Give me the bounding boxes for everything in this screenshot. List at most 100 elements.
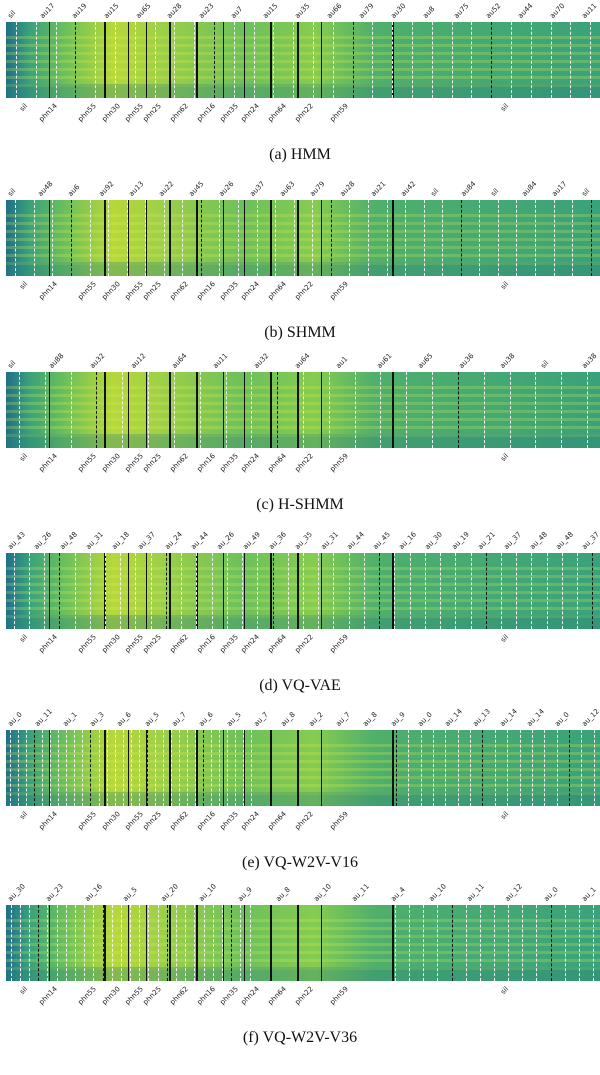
phone-label: sil [499, 985, 511, 996]
unit-boundary [432, 730, 434, 806]
unit-boundary [182, 200, 184, 276]
spectrogram-band [6, 254, 600, 257]
phone-boundary [320, 553, 323, 629]
unit-boundary [256, 200, 258, 276]
phone-boundary [169, 905, 171, 981]
unit-label: au70 [548, 1, 567, 20]
unit-boundary [120, 905, 122, 981]
phone-label: phn64 [266, 985, 288, 1007]
phone-label: phn64 [266, 280, 288, 302]
phone-boundary [270, 905, 272, 981]
unit-boundary [330, 200, 332, 276]
phone-boundary [243, 553, 246, 629]
phone-boundary [297, 905, 299, 981]
unit-boundary [96, 372, 98, 448]
phone-boundary [222, 730, 225, 806]
spectrogram-band [6, 76, 600, 79]
unit-boundary [273, 22, 275, 98]
unit-boundary [479, 200, 481, 276]
phone-label: sil [18, 280, 30, 291]
phone-label: phn16 [195, 452, 217, 474]
unit-boundary [33, 200, 35, 276]
phone-label: phn16 [195, 102, 217, 124]
panel-2: sil au88 au32 au12 au64 au11 au32 au64 au1 au61 au… [0, 352, 600, 542]
phone-label: phn59 [328, 452, 351, 474]
phone-label: phn25 [141, 280, 164, 302]
phone-boundary [127, 553, 130, 629]
spectrogram-bottom [6, 792, 600, 806]
unit-boundary [47, 905, 49, 981]
panel-1: sil au48 au6 au92 au13 au22 au45 au26 au37 au63 au… [0, 180, 600, 370]
spectrogram-band [6, 60, 600, 63]
phone-label: phn55 [76, 810, 98, 832]
unit-boundary [225, 372, 227, 448]
spectrogram-band [6, 927, 600, 930]
phone-label: phn14 [37, 452, 60, 474]
unit-boundary [55, 22, 57, 98]
phone-label: sil [18, 452, 30, 463]
unit-boundary [530, 22, 532, 98]
unit-boundary [432, 372, 434, 448]
unit-label: au65 [133, 1, 153, 20]
phone-boundary [145, 200, 148, 276]
phone-label: phn59 [328, 102, 351, 124]
unit-boundary [93, 905, 95, 981]
caption-1: (b) SHMM [264, 324, 336, 341]
unit-boundary [392, 22, 394, 98]
caption-5: (f) VQ-W2V-V36 [242, 1029, 358, 1046]
phone-label: phn24 [239, 452, 262, 474]
phone-label: phn22 [293, 102, 315, 124]
unit-boundary [90, 730, 92, 806]
phone-label: phn35 [218, 452, 241, 474]
unit-boundary [89, 553, 91, 629]
unit-boundary [154, 22, 156, 98]
unit-boundary [564, 905, 566, 981]
spectrogram-band [6, 44, 600, 47]
unit-label: au15 [261, 1, 280, 20]
phone-label: phn59 [328, 280, 351, 302]
phone-label: phn24 [239, 633, 262, 655]
unit-boundary [130, 905, 132, 981]
phone-label: phn35 [218, 985, 241, 1007]
phone-label: phn59 [328, 985, 351, 1007]
panel-4: au_0 au_11 au_1 au_3 au_6 au_5 au_7 au_6 au_5 au_… [0, 707, 600, 900]
unit-boundary [451, 905, 453, 981]
unit-boundary [74, 905, 76, 981]
unit-boundary [535, 372, 537, 448]
unit-boundary [181, 553, 183, 629]
phone-label: phn22 [293, 280, 315, 302]
phone-boundary [222, 200, 225, 276]
spectrogram-band [6, 776, 600, 779]
unit-label: au28 [165, 1, 184, 20]
unit-boundary [150, 553, 152, 629]
spectrogram-band [6, 792, 600, 795]
unit-label: sil [6, 9, 18, 20]
unit-boundary [455, 553, 457, 629]
unit-boundary [50, 730, 52, 806]
phone-label: sil [499, 452, 511, 463]
phone-boundary [48, 200, 51, 276]
phone-boundary [48, 553, 51, 629]
unit-boundary [380, 372, 382, 448]
unit-boundary [219, 200, 221, 276]
unit-boundary [394, 553, 396, 629]
unit-boundary [19, 905, 21, 981]
unit-boundary [75, 22, 77, 98]
unit-boundary [219, 730, 221, 806]
unit-boundary [200, 200, 202, 276]
phone-boundary [127, 22, 130, 98]
phone-boundary [169, 553, 171, 629]
unit-boundary [148, 905, 150, 981]
unit-boundary [470, 730, 472, 806]
unit-boundary [95, 22, 97, 98]
unit-boundary [58, 730, 60, 806]
unit-boundary [424, 553, 426, 629]
caption-3: (d) VQ-VAE [259, 677, 341, 694]
phone-label: phn24 [239, 102, 262, 124]
unit-boundary [535, 200, 537, 276]
phone-label: phn30 [100, 452, 122, 474]
spectrogram-band [6, 935, 600, 938]
caption-4: (e) VQ-W2V-V16 [242, 854, 358, 871]
unit-boundary [411, 22, 413, 98]
unit-boundary [138, 730, 140, 806]
